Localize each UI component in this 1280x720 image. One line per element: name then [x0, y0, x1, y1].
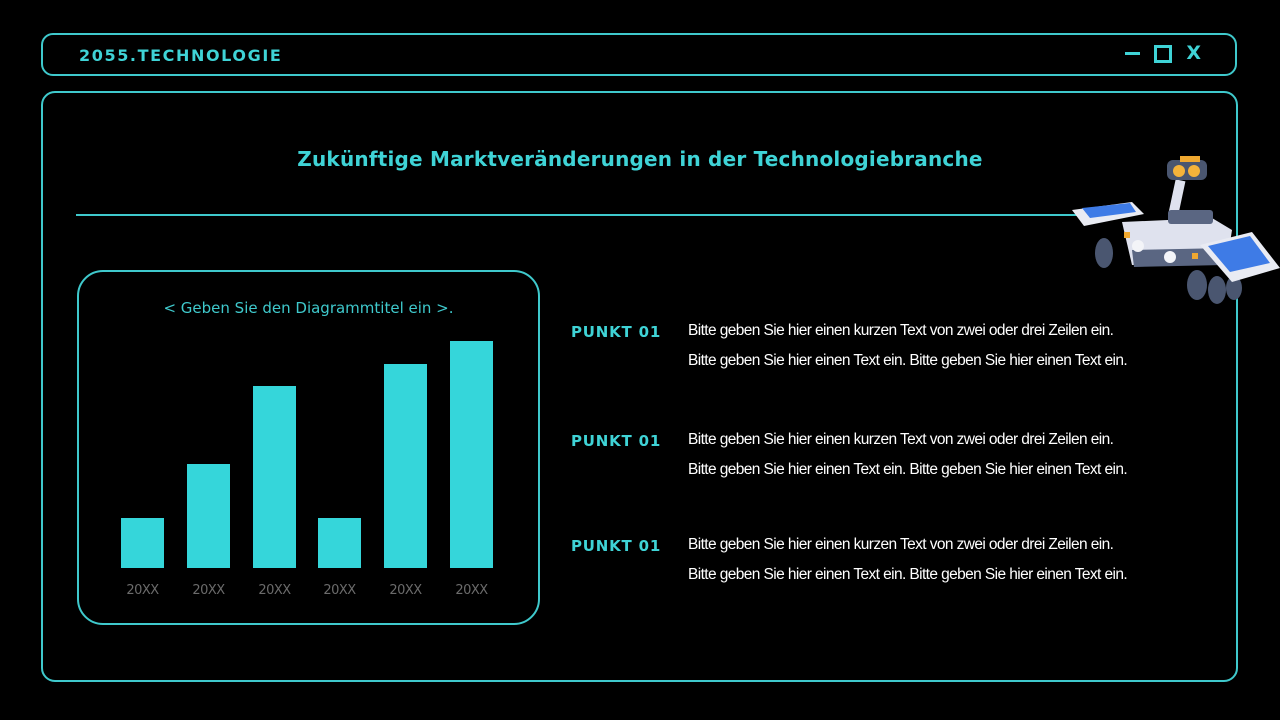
x-axis-label: 20XX	[389, 583, 422, 598]
x-axis-label: 20XX	[126, 583, 159, 598]
point-label: PUNKT 01	[571, 323, 662, 341]
title-divider	[76, 214, 1086, 216]
minimize-icon[interactable]	[1125, 52, 1141, 55]
point-text-line: Bitte geben Sie hier einen kurzen Text v…	[688, 536, 1114, 553]
chart-bar	[318, 518, 361, 568]
title-bar: 2055.TECHNOLOGIE X	[41, 33, 1237, 76]
chart-bar	[450, 341, 493, 568]
x-axis-label: 20XX	[455, 583, 488, 598]
x-axis-label: 20XX	[258, 583, 291, 598]
chart-bar	[253, 386, 296, 568]
close-icon[interactable]: X	[1186, 42, 1201, 64]
point-text-line: Bitte geben Sie hier einen kurzen Text v…	[688, 431, 1114, 448]
maximize-icon[interactable]	[1154, 44, 1173, 63]
point-text-line: Bitte geben Sie hier einen Text ein. Bit…	[688, 352, 1128, 369]
window-controls: X	[1125, 44, 1201, 63]
main-panel	[41, 91, 1238, 682]
wheel-icon	[1095, 238, 1242, 304]
x-axis-label: 20XX	[323, 583, 356, 598]
slide-title: Zukünftige Marktveränderungen in der Tec…	[297, 147, 983, 171]
chart-card	[77, 270, 540, 625]
chart-bar	[187, 464, 230, 568]
brand-title: 2055.TECHNOLOGIE	[79, 46, 283, 65]
chart-bar	[384, 364, 427, 568]
point-label: PUNKT 01	[571, 432, 662, 450]
point-text-line: Bitte geben Sie hier einen kurzen Text v…	[688, 322, 1114, 339]
point-text-line: Bitte geben Sie hier einen Text ein. Bit…	[688, 461, 1128, 478]
chart-bar	[121, 518, 164, 568]
rover-illustration	[1072, 156, 1280, 304]
chart-title: < Geben Sie den Diagrammtitel ein >.	[163, 299, 454, 317]
point-label: PUNKT 01	[571, 537, 662, 555]
x-axis-label: 20XX	[192, 583, 225, 598]
point-text-line: Bitte geben Sie hier einen Text ein. Bit…	[688, 566, 1128, 583]
